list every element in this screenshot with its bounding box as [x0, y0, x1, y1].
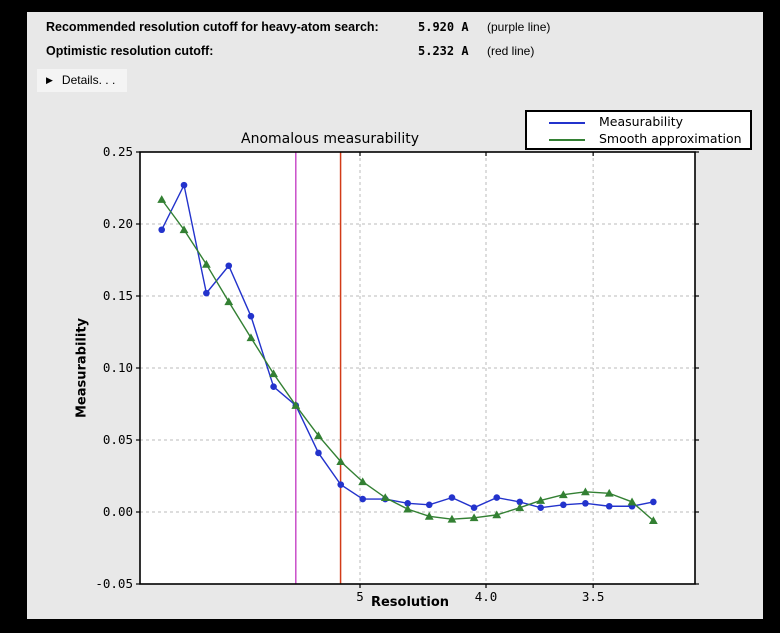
x-tick-label: 4.0	[475, 589, 498, 604]
data-point-circle	[560, 501, 567, 509]
data-point-triangle	[627, 497, 637, 506]
data-point-triangle	[201, 259, 211, 268]
data-point-circle	[359, 495, 367, 503]
details-expander[interactable]: ▶ Details. . .	[37, 69, 128, 92]
optimistic-cutoff-note: (red line)	[487, 44, 535, 58]
y-axis-label: Measurability	[74, 317, 90, 419]
data-point-triangle	[648, 516, 658, 525]
data-point-triangle	[558, 490, 568, 499]
measurability-chart-canvas: 5 4.0 3.5 0.25 0.20 0.15 0.10 0.05 0.00 -0.05	[95, 144, 699, 604]
y-tick-label: 0.10	[103, 360, 133, 375]
legend-label-smooth: Smooth approximation	[599, 131, 742, 146]
data-point-triangle	[492, 510, 502, 519]
data-point-circle	[225, 262, 233, 270]
recommended-cutoff-label: Recommended resolution cutoff for heavy-…	[46, 20, 379, 34]
legend-line-smooth	[549, 139, 585, 141]
data-point-triangle	[358, 477, 368, 486]
y-tick-label: -0.05	[95, 576, 133, 591]
x-tick-label: 3.5	[582, 589, 605, 604]
legend-entry-smooth: Smooth approximation	[527, 131, 750, 148]
optimistic-cutoff-row: Optimistic resolution cutoff: 5.232 A (r…	[27, 44, 763, 60]
data-point-circle	[605, 502, 613, 510]
x-tick-label: 5	[356, 589, 364, 604]
data-point-circle	[247, 312, 255, 320]
y-tick-label: 0.00	[103, 504, 133, 519]
data-point-triangle	[291, 401, 301, 409]
collapsed-triangle-icon: ▶	[46, 75, 53, 85]
data-point-circle	[493, 494, 501, 501]
legend-label-measurability: Measurability	[599, 114, 684, 129]
data-point-triangle	[157, 195, 167, 203]
data-point-triangle	[447, 514, 457, 523]
data-point-triangle	[604, 488, 614, 497]
data-point-triangle	[424, 511, 434, 520]
recommended-cutoff-row: Recommended resolution cutoff for heavy-…	[27, 20, 763, 36]
data-point-circle	[180, 181, 188, 189]
data-point-triangle	[336, 457, 346, 465]
data-point-triangle	[269, 369, 278, 378]
optimistic-cutoff-label: Optimistic resolution cutoff:	[46, 44, 214, 58]
chart-legend: Measurability Smooth approximation	[525, 110, 752, 150]
legend-entry-measurability: Measurability	[527, 114, 750, 131]
data-point-triangle	[536, 496, 546, 504]
data-point-triangle	[515, 503, 525, 512]
data-point-triangle	[581, 487, 590, 496]
chart-title: Anomalous measurability	[241, 131, 419, 147]
legend-line-measurability	[549, 122, 585, 124]
data-point-triangle	[380, 493, 390, 501]
app-panel: Recommended resolution cutoff for heavy-…	[27, 12, 763, 619]
data-point-circle	[158, 226, 166, 234]
optimistic-cutoff-value: 5.232 A	[418, 44, 469, 58]
data-point-triangle	[179, 225, 189, 234]
data-point-circle	[537, 504, 544, 511]
data-point-circle	[404, 500, 411, 507]
data-point-triangle	[469, 513, 479, 522]
data-point-circle	[650, 498, 657, 506]
data-point-circle	[315, 449, 322, 457]
y-tick-label: 0.25	[103, 144, 133, 159]
recommended-cutoff-note: (purple line)	[487, 20, 551, 34]
data-point-circle	[270, 383, 277, 391]
data-point-circle	[582, 500, 589, 507]
data-point-circle	[337, 481, 345, 488]
data-point-circle	[425, 501, 433, 509]
data-point-triangle	[246, 333, 256, 342]
data-point-circle	[203, 289, 210, 297]
details-label: Details. . .	[61, 73, 116, 87]
x-axis-label: Resolution	[370, 595, 450, 610]
data-point-circle	[448, 494, 456, 501]
y-tick-label: 0.20	[103, 216, 133, 231]
data-point-triangle	[224, 297, 234, 306]
recommended-cutoff-value: 5.920 A	[418, 20, 469, 34]
data-point-triangle	[403, 504, 413, 513]
data-point-circle	[516, 498, 524, 506]
y-tick-label: 0.05	[103, 432, 133, 447]
y-tick-label: 0.15	[103, 288, 133, 303]
data-point-triangle	[314, 431, 323, 440]
data-point-circle	[470, 504, 478, 511]
